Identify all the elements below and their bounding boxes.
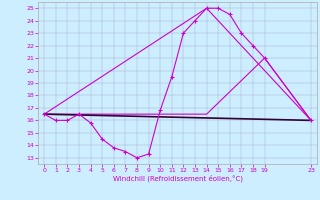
X-axis label: Windchill (Refroidissement éolien,°C): Windchill (Refroidissement éolien,°C) — [113, 175, 243, 182]
